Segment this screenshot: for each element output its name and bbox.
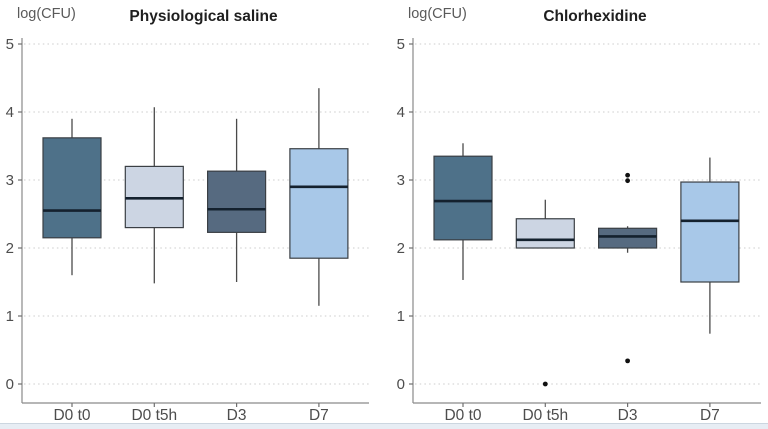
boxplot-box: [680, 181, 740, 283]
x-tick-label: D0 t0: [444, 407, 481, 424]
x-tick-label: D3: [227, 407, 247, 424]
y-tick-label: 5: [6, 36, 14, 53]
boxplot-panel-chlorhexidine: 0 1 2 3 4 5 D0 t0 D0 t5h D3 D7 Chlorhexidine log(CF…: [397, 6, 761, 424]
y-tick-label: 5: [397, 36, 405, 53]
x-tick-label: D0 t5h: [131, 407, 177, 424]
y-tick-label: 3: [6, 172, 14, 189]
y-tick-label: 2: [6, 240, 14, 257]
y-tick-label: 1: [6, 308, 14, 325]
y-tick-label: 2: [397, 240, 405, 257]
boxplot-box: [433, 155, 493, 241]
bottom-edge-strip: [0, 423, 768, 429]
x-tick-label: D7: [700, 407, 720, 424]
y-axis-label: log(CFU): [408, 6, 467, 22]
boxplot-box: [515, 218, 575, 249]
outlier-point: [625, 178, 630, 184]
panel-title: Chlorhexidine: [543, 8, 647, 25]
y-tick-label: 0: [397, 376, 405, 393]
boxplot-box: [207, 170, 267, 233]
y-tick-label: 4: [397, 104, 405, 121]
y-tick-label: 1: [397, 308, 405, 325]
boxplot-box: [598, 227, 658, 249]
x-tick-label: D0 t0: [53, 407, 90, 424]
x-tick-label: D3: [618, 407, 638, 424]
y-tick-label: 4: [6, 104, 14, 121]
outlier-point: [625, 172, 630, 178]
outlier-point: [542, 381, 548, 387]
boxplot-box: [42, 137, 102, 239]
x-tick-label: D7: [309, 407, 329, 424]
y-axis-label: log(CFU): [17, 6, 76, 22]
boxplot-box: [124, 165, 184, 229]
boxplot-box: [289, 148, 349, 259]
x-tick-label: D0 t5h: [522, 407, 568, 424]
outlier-point: [625, 358, 630, 364]
boxplot-panel-physiological-saline: 0 1 2 3 4 5 D0 t0 D0 t5h D3 D7 Physiological salin…: [6, 6, 369, 424]
y-tick-label: 0: [6, 376, 14, 393]
panel-title: Physiological saline: [129, 8, 278, 25]
y-tick-label: 3: [397, 172, 405, 189]
